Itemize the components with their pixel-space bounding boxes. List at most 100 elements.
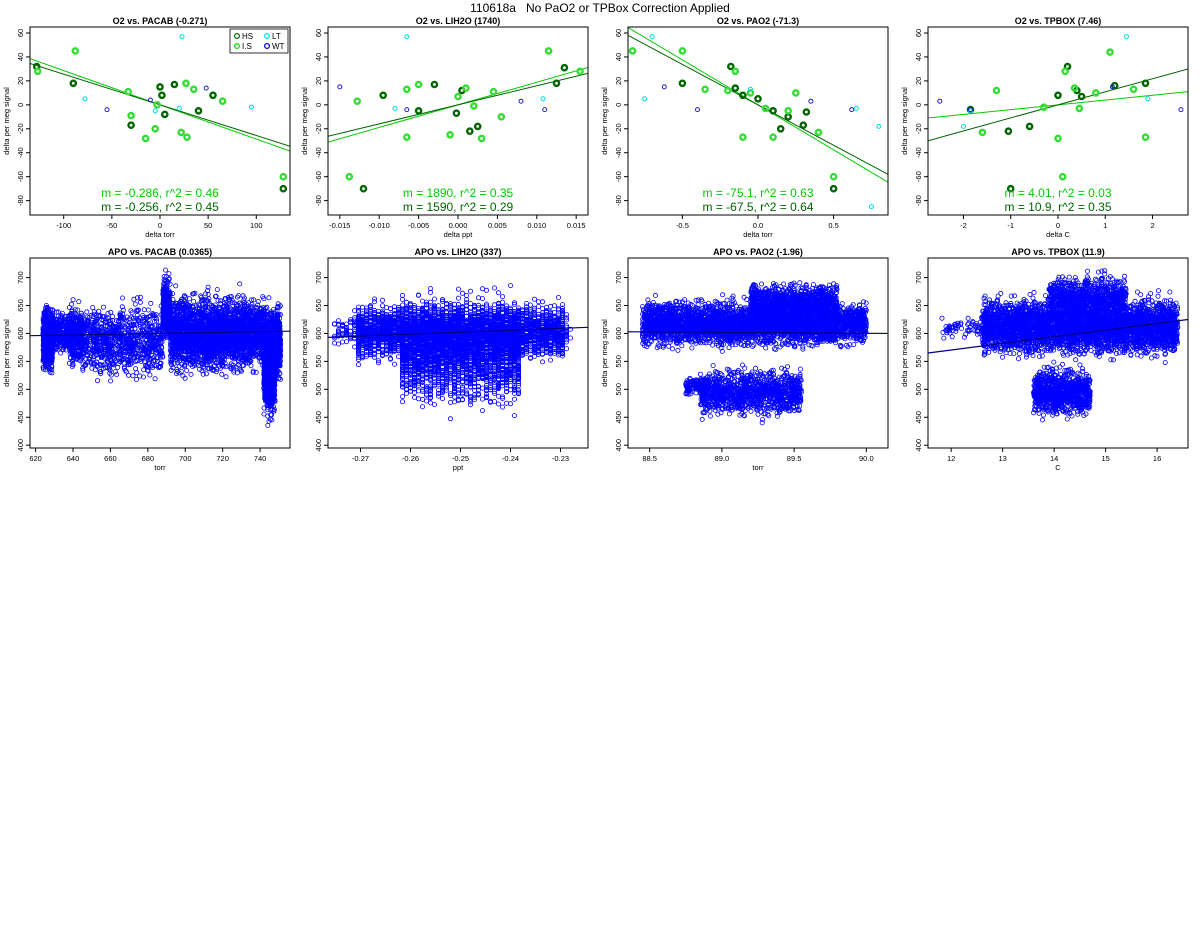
data-point [134,307,140,313]
data-point [91,342,97,348]
data-point-wt [968,107,973,113]
x-tick-label: -0.5 [676,221,689,230]
data-point [49,359,55,365]
data-point-is [1061,67,1069,76]
data-point-hs [731,84,740,92]
y-tick-label: 20 [914,77,923,85]
data-point [50,328,56,334]
data-point [42,360,48,366]
data-point [108,378,114,384]
legend-box [229,28,289,54]
y-tick-label: 60 [16,29,25,37]
y-axis-label: delta per meg signal [600,87,609,155]
data-point [128,343,134,349]
data-point [108,309,114,315]
data-point [73,329,79,335]
data-point [144,353,150,359]
data-point-hs [799,121,808,129]
panel-0: O2 vs. PACAB (-0.271)-100 -50 0 50 100-80-60… [2,16,291,239]
data-point [87,354,93,360]
data-point [75,307,81,313]
data-point [133,366,139,372]
y-tick-label: 0 [914,103,923,107]
data-point [151,319,157,325]
plot-area [928,34,1188,193]
data-point [83,342,89,348]
data-point [47,347,53,353]
data-point [129,310,135,316]
data-point [80,350,86,356]
data-point [70,358,76,364]
data-point [116,340,122,346]
data-point-hs [170,80,179,89]
y-tick-label: -40 [914,147,923,158]
data-point [91,326,97,332]
data-point [119,304,125,310]
data-point-is [1040,103,1048,111]
data-point-is [477,134,486,143]
data-point [42,326,48,332]
data-point-is [218,97,227,105]
data-point [162,267,168,273]
data-point [101,304,107,310]
data-point [143,355,149,361]
data-point [42,353,48,359]
y-tick-label: -60 [914,171,923,182]
data-point [219,371,225,377]
data-point [92,319,98,325]
data-point [120,307,126,313]
data-point [215,297,221,303]
x-axis-label: delta torr [743,230,773,239]
data-point [127,353,133,359]
data-point-is [141,134,150,143]
data-point [94,362,100,368]
data-point-is [576,67,584,76]
y-axis-label: delta per meg signal [2,87,11,155]
data-point [143,320,149,326]
data-point [83,362,89,368]
data-point-lt [179,34,185,40]
data-point [102,319,108,325]
data-point [137,321,143,327]
data-point [102,348,108,354]
data-point [135,307,141,313]
data-point [160,319,166,325]
data-point [61,318,67,324]
data-point-lt [961,123,966,129]
data-point [82,329,88,335]
data-point [84,339,90,345]
data-point-is [978,128,987,137]
data-point-hs [802,108,811,116]
data-point-lt [404,34,410,40]
data-point-hs [678,79,687,88]
data-point [74,337,80,343]
data-point [182,362,188,368]
data-point [69,322,75,328]
data-point [62,319,68,325]
data-point [118,344,124,350]
data-point-is [454,92,462,101]
data-point [120,295,126,301]
panel-title: O2 vs. PACAB (-0.271) [113,16,208,26]
data-point [48,348,54,354]
data-point [88,328,94,334]
data-point [158,348,164,354]
data-point [212,363,218,369]
data-point [60,311,66,317]
data-point [134,312,140,318]
x-tick-label: 1 [1103,221,1107,230]
data-point [162,304,168,310]
panel-1: O2 vs. LIH2O (1740)-0.015 -0.010 -0.005 0.0… [300,16,589,239]
legend-marker [264,32,271,39]
x-tick-label: 0 [158,221,162,230]
data-point [184,368,190,374]
y-tick-label: -60 [16,171,25,182]
data-point-is [33,67,42,76]
y-axis-label: delta per meg signal [900,87,909,155]
data-point [148,345,154,351]
data-point [74,319,80,325]
legend-label: LT [272,32,281,41]
panel-title: O2 vs. LIH2O (1740) [416,16,501,26]
data-point-is [1075,104,1084,113]
data-point-is [127,111,135,120]
